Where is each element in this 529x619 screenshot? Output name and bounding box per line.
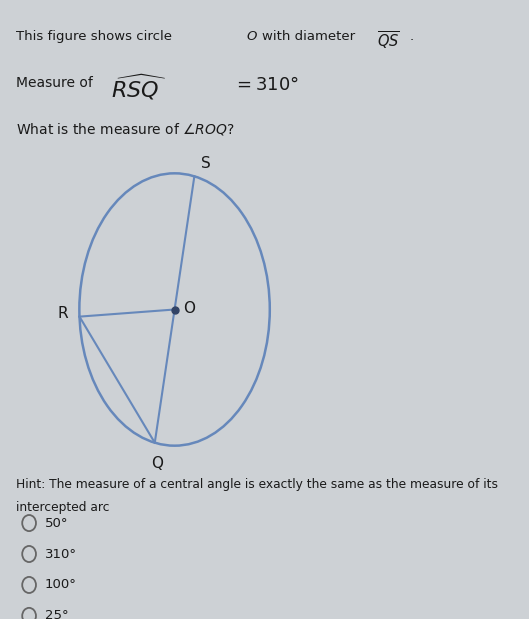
Text: 100°: 100° — [45, 578, 77, 592]
Text: $\widehat{RSQ}$: $\widehat{RSQ}$ — [111, 72, 166, 102]
Text: O: O — [246, 30, 257, 43]
Text: $\overline{QS}$: $\overline{QS}$ — [377, 30, 399, 52]
Text: S: S — [201, 157, 211, 171]
Text: What is the measure of $\angle ROQ$?: What is the measure of $\angle ROQ$? — [16, 121, 235, 137]
Text: .: . — [410, 30, 414, 43]
Text: $= 310°$: $= 310°$ — [233, 76, 298, 93]
Text: intercepted arc: intercepted arc — [16, 501, 110, 514]
Text: R: R — [57, 306, 68, 321]
Text: 25°: 25° — [45, 609, 69, 619]
Text: Measure of: Measure of — [16, 76, 97, 90]
Text: Hint: The measure of a central angle is exactly the same as the measure of its: Hint: The measure of a central angle is … — [16, 478, 498, 491]
Text: 50°: 50° — [45, 516, 68, 530]
Text: Q: Q — [151, 456, 163, 471]
Text: This figure shows circle: This figure shows circle — [16, 30, 176, 43]
Text: 310°: 310° — [45, 547, 77, 561]
Text: O: O — [183, 301, 195, 316]
Text: with diameter: with diameter — [262, 30, 359, 43]
